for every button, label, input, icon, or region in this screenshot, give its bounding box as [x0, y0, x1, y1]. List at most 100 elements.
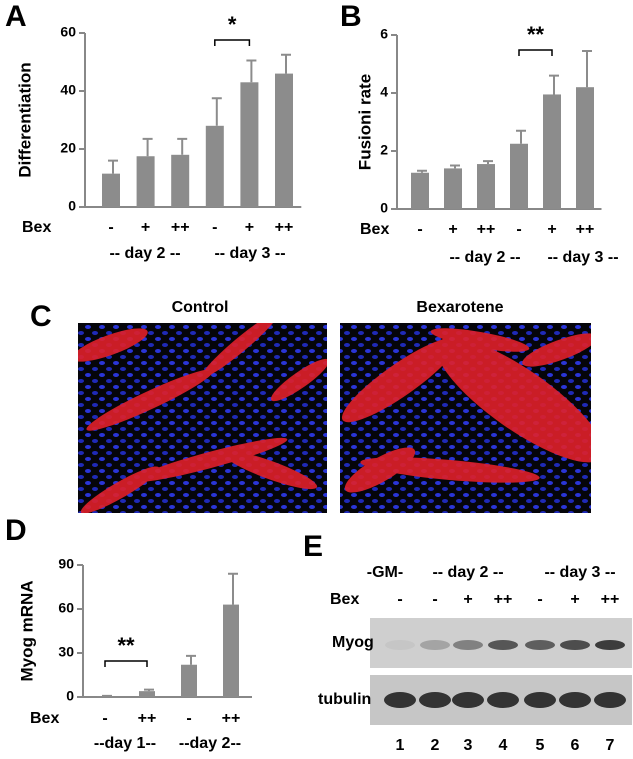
lane-number: 4 [499, 737, 508, 754]
treatment-label: ++ [494, 591, 513, 608]
lane-number: 7 [606, 737, 615, 754]
significance-label: ** [117, 633, 135, 658]
blot-band [560, 640, 590, 650]
x-tick-label: - [186, 710, 191, 727]
micrograph [78, 323, 327, 513]
blot-row-label: Myog [332, 634, 374, 651]
treatment-label: + [570, 591, 579, 608]
bar [240, 82, 259, 207]
blot-header: -- day 3 -- [544, 564, 615, 581]
bar [223, 604, 239, 697]
error-bar [142, 137, 153, 157]
significance-label: * [228, 12, 237, 37]
treatment-label: + [463, 591, 472, 608]
x-tick-label: ++ [576, 221, 595, 238]
blot-band [384, 692, 416, 708]
error-bar [483, 160, 493, 165]
treatment-label: - [397, 591, 402, 608]
bar [411, 172, 429, 209]
row-label: Bex [22, 219, 51, 236]
error-bar [144, 688, 154, 692]
lane-number: 1 [396, 737, 405, 754]
blot-band [420, 640, 450, 650]
x-tick-label: + [448, 221, 457, 238]
treatment-label: - [537, 591, 542, 608]
error-bar [281, 53, 291, 74]
x-tick-label: - [516, 221, 521, 238]
lane-number: 6 [571, 737, 580, 754]
blot-header: -GM- [367, 564, 403, 581]
blot-band [488, 640, 518, 650]
x-tick-label: - [212, 219, 217, 236]
x-tick-label: ++ [222, 710, 241, 727]
group-label: -- day 3 -- [547, 249, 618, 266]
y-tick-label: 30 [58, 644, 74, 660]
x-tick-label: + [245, 219, 254, 236]
bar [444, 168, 462, 209]
y-tick-label: 20 [60, 140, 76, 156]
blot-band [559, 692, 591, 708]
error-bar [177, 137, 188, 155]
bar [205, 125, 224, 207]
x-tick-label: ++ [171, 219, 190, 236]
bar [275, 73, 293, 207]
y-axis-label: Differentiation [15, 62, 34, 177]
error-bar [246, 59, 257, 83]
y-tick-label: 40 [60, 82, 76, 98]
x-tick-label: - [417, 221, 422, 238]
group-label: --day 1-- [94, 735, 156, 752]
bar [576, 87, 594, 209]
blot-band [419, 692, 451, 708]
y-tick-label: 4 [380, 84, 388, 100]
x-tick-label: - [108, 219, 113, 236]
x-tick-label: - [102, 710, 107, 727]
panel-label: E [303, 530, 323, 563]
blot-band [595, 640, 625, 650]
y-axis-label: Myog mRNA [17, 580, 36, 681]
panel-label: A [5, 0, 27, 33]
bar [171, 154, 190, 207]
blot-band [525, 640, 555, 650]
y-tick-label: 0 [380, 200, 388, 216]
row-label: Bex [360, 221, 389, 238]
y-axis-label: Fusioni rate [355, 74, 374, 170]
blot-band [487, 692, 519, 708]
group-label: --day 2-- [179, 735, 241, 752]
significance-label: ** [527, 22, 545, 47]
y-tick-label: 90 [58, 556, 74, 572]
bar [543, 94, 561, 209]
bar [510, 143, 528, 209]
micrograph [340, 323, 591, 513]
row-label: Bex [30, 710, 59, 727]
blot-row-label: tubulin [318, 691, 371, 708]
y-tick-label: 6 [380, 26, 388, 42]
panel-label: B [340, 0, 362, 33]
y-tick-label: 0 [68, 198, 76, 214]
row-label: Bex [330, 591, 359, 608]
x-tick-label: ++ [275, 219, 294, 236]
error-bar [417, 169, 427, 173]
bar [102, 173, 120, 207]
significance-bracket [518, 49, 553, 56]
group-label: -- day 2 -- [109, 245, 180, 262]
error-bar [582, 49, 592, 88]
error-bar [186, 654, 196, 665]
panel-label: C [30, 300, 52, 333]
error-bar [228, 572, 238, 605]
significance-bracket [214, 39, 251, 46]
error-bar [108, 159, 118, 174]
lane-number: 3 [464, 737, 473, 754]
panel-label: D [5, 514, 27, 547]
treatment-label: - [432, 591, 437, 608]
blot-header: -- day 2 -- [432, 564, 503, 581]
x-tick-label: ++ [138, 710, 157, 727]
image-title: Control [172, 299, 229, 316]
blot-band [524, 692, 556, 708]
blot-band [453, 640, 483, 650]
image-title: Bexarotene [416, 299, 503, 316]
bar [181, 664, 197, 697]
y-tick-label: 0 [66, 688, 74, 704]
lane-number: 2 [431, 737, 440, 754]
lane-number: 5 [536, 737, 545, 754]
